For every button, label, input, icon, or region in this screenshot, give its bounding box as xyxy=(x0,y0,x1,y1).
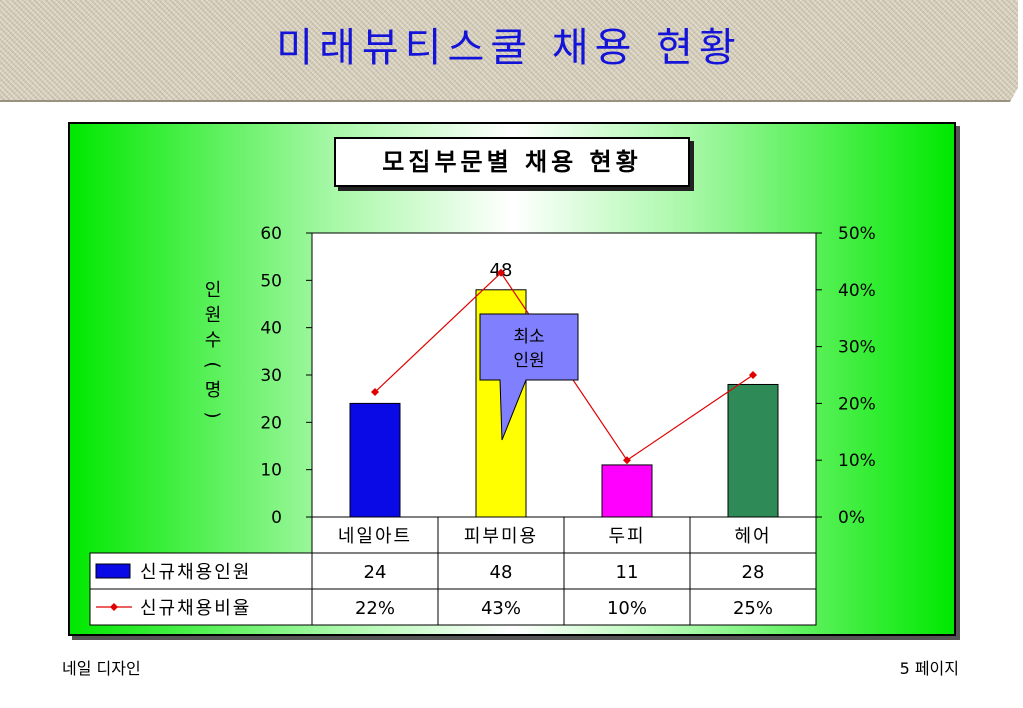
bar-네일아트 xyxy=(349,402,401,518)
callout-text: 최소 xyxy=(513,327,544,347)
table-cell-count: 48 xyxy=(490,562,513,583)
category-label: 헤어 xyxy=(734,526,771,547)
y-axis-label-char: ) xyxy=(202,411,223,418)
category-label: 네일아트 xyxy=(338,526,412,547)
ratio-marker-네일아트 xyxy=(371,388,379,397)
category-label: 두피 xyxy=(608,526,645,547)
y2-axis-tick-label: 20% xyxy=(838,394,876,414)
page-title: 미래뷰티스쿨 채용 현황 xyxy=(276,25,742,71)
bar-헤어 xyxy=(727,383,779,518)
y-axis-tick-label: 50 xyxy=(260,271,282,291)
callout-bubble xyxy=(479,313,579,441)
legend-label-line: 신규채용비율 xyxy=(140,598,251,619)
table-cell-count: 11 xyxy=(616,562,639,583)
table-cell-count: 28 xyxy=(742,562,765,583)
legend-key-marker xyxy=(110,603,118,611)
y-axis-tick-label: 10 xyxy=(260,461,282,481)
y-axis-tick-label: 40 xyxy=(260,319,282,339)
bar-두피 xyxy=(601,464,653,518)
ratio-marker-두피 xyxy=(623,456,631,465)
table-cell-ratio: 22% xyxy=(355,598,395,619)
y2-axis-tick-label: 30% xyxy=(838,338,876,358)
legend-label-bar: 신규채용인원 xyxy=(140,562,251,583)
table-cell-ratio: 43% xyxy=(481,598,521,619)
title-banner xyxy=(0,0,1018,102)
y-axis-tick-label: 0 xyxy=(271,508,282,528)
ratio-marker-피부미용 xyxy=(497,268,505,277)
y2-axis-tick-label: 0% xyxy=(838,508,865,528)
ratio-marker-헤어 xyxy=(749,371,757,379)
y-axis-tick-label: 60 xyxy=(260,224,282,244)
chart-title: 모집부문별 채용 현황 xyxy=(334,137,690,187)
table-cell-ratio: 25% xyxy=(733,598,773,619)
y-axis-tick-label: 20 xyxy=(260,413,282,433)
y2-axis-tick-label: 40% xyxy=(838,281,876,301)
y2-axis-tick-label: 10% xyxy=(838,451,876,471)
y-axis-label-char: 원 xyxy=(205,305,222,326)
y-axis-label-char: ( xyxy=(202,361,223,368)
callout-text: 인원 xyxy=(513,351,544,371)
page-number: 5 페이지 xyxy=(899,659,959,678)
y-axis-tick-label: 30 xyxy=(260,366,282,386)
footer-left-text: 네일 디자인 xyxy=(62,659,141,678)
category-label: 피부미용 xyxy=(464,526,538,547)
y-axis-label-char: 인 xyxy=(205,280,222,301)
y-axis-label-char: 수 xyxy=(205,330,222,351)
y2-axis-tick-label: 50% xyxy=(838,224,876,244)
y-axis-label-char: 명 xyxy=(205,380,222,401)
table-cell-count: 24 xyxy=(364,562,387,583)
legend-key-bar xyxy=(95,563,131,579)
table-cell-ratio: 10% xyxy=(607,598,647,619)
